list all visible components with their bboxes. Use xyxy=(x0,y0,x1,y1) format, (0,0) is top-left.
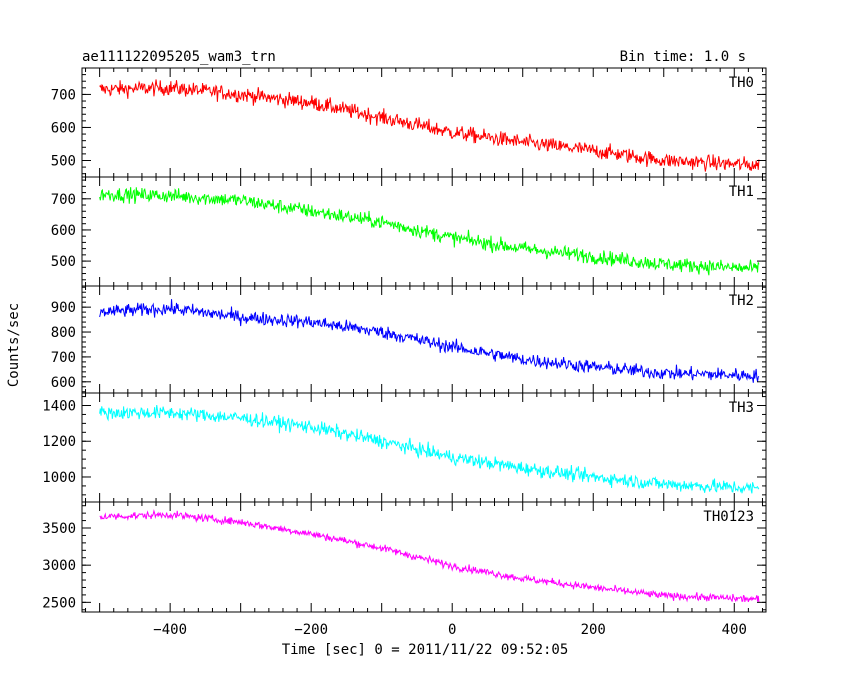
x-axis-tick-labels: −400 −200 0 200 400 xyxy=(153,622,747,638)
panel-th1: 500 600 700 TH1 xyxy=(51,176,767,287)
x-tick-label: −200 xyxy=(294,622,328,638)
series-line-th2 xyxy=(99,299,760,383)
y-tick-label: 500 xyxy=(51,254,76,270)
y-axis-label: Counts/sec xyxy=(6,303,22,387)
panel-label-th0: TH0 xyxy=(729,75,754,91)
chart-title: ae111122095205_wam3_trn xyxy=(82,49,276,65)
y-tick-label: 700 xyxy=(51,87,76,103)
y-tick-label: 1000 xyxy=(42,470,76,486)
panel-label-th3: TH3 xyxy=(729,400,754,416)
bin-time-label: Bin time: 1.0 s xyxy=(620,49,746,65)
panel-frame xyxy=(81,285,767,394)
panel-th0123: 2500 3000 3500 TH0123 xyxy=(42,501,767,613)
x-tick-label: −400 xyxy=(153,622,187,638)
y-tick-label: 700 xyxy=(51,192,76,208)
series-line-th3 xyxy=(99,404,760,494)
y-tick-label: 1200 xyxy=(42,434,76,450)
panels-group: 500 600 700 TH0 500 600 700 TH1 600 700 800 900 TH2 1… xyxy=(42,67,767,613)
y-tick-label: 900 xyxy=(51,300,76,316)
y-tick-label: 700 xyxy=(51,350,76,366)
y-tick-label: 600 xyxy=(51,120,76,136)
panel-label-th0123: TH0123 xyxy=(703,509,754,525)
x-tick-label: 400 xyxy=(722,622,747,638)
x-tick-label: 200 xyxy=(581,622,606,638)
series-line-th0123 xyxy=(99,509,760,603)
y-tick-label: 600 xyxy=(51,375,76,391)
x-axis-label: Time [sec] 0 = 2011/11/22 09:52:05 xyxy=(282,642,569,658)
panel-th3: 1000 1200 1400 TH3 xyxy=(42,392,767,503)
panel-label-th2: TH2 xyxy=(729,293,754,309)
panel-th0: 500 600 700 TH0 xyxy=(51,67,767,178)
x-tick-label: 0 xyxy=(448,622,456,638)
y-tick-label: 500 xyxy=(51,153,76,169)
panel-label-th1: TH1 xyxy=(729,184,754,200)
y-tick-label: 1400 xyxy=(42,399,76,415)
y-tick-label: 2500 xyxy=(42,595,76,611)
y-tick-label: 600 xyxy=(51,223,76,239)
panel-frame xyxy=(81,392,767,503)
y-tick-label: 3500 xyxy=(42,521,76,537)
series-line-th0 xyxy=(99,79,760,172)
y-tick-label: 3000 xyxy=(42,558,76,574)
series-line-th1 xyxy=(99,187,760,276)
panel-th2: 600 700 800 900 TH2 xyxy=(51,285,767,394)
y-tick-label: 800 xyxy=(51,325,76,341)
